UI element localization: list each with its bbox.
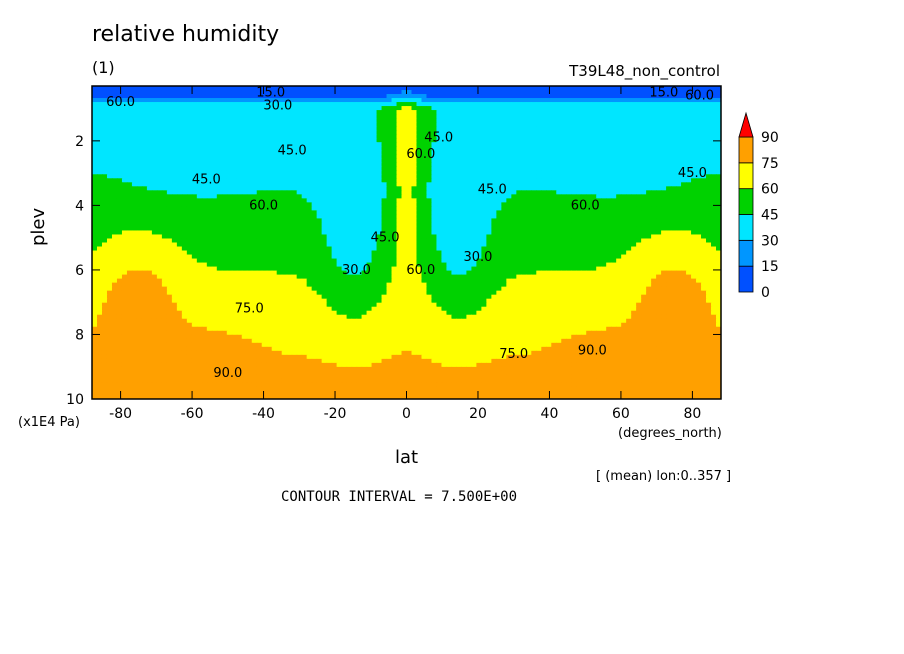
contour-label: 30.0 [263,98,292,113]
contour-label: 75.0 [235,302,264,317]
x-tick-label: 60 [612,406,630,422]
contour-label: 60.0 [406,147,435,162]
contour-label: 60.0 [685,89,714,104]
colorbar-label: 45 [761,208,779,224]
y-tick-label: 10 [66,392,84,408]
contour-label: 45.0 [278,144,307,159]
x-tick-label: 40 [541,406,559,422]
x-units: (degrees_north) [618,426,722,441]
colorbar-swatch [738,162,754,190]
contour-interval: CONTOUR INTERVAL = 7.500E+00 [281,489,518,505]
colorbar-swatch [738,239,754,267]
figure-number: (1) [92,58,115,77]
y-tick-label: 2 [75,134,84,150]
contour-label: 45.0 [678,166,707,181]
x-tick-label: -20 [324,406,347,422]
x-tick-label: 80 [683,406,701,422]
colorbar-swatch [738,265,754,293]
y-tick-label: 6 [75,263,84,279]
contour-label: 90.0 [578,344,607,359]
y-tick-label: 4 [75,198,84,214]
contour-label: 15.0 [256,85,285,100]
colorbar-swatch [738,188,754,215]
colorbar-arrow [738,111,754,138]
contour-label: 30.0 [464,250,493,265]
x-tick-label: -40 [252,406,275,422]
contour-label: 45.0 [371,231,400,246]
contour-label: 60.0 [249,198,278,213]
y-axis-label: plev [28,207,49,246]
colorbar-label: 90 [761,130,779,146]
x-tick-label: -80 [109,406,132,422]
y-tick-label: 8 [75,327,84,343]
contour-label: 45.0 [478,182,507,197]
colorbar: 0 15 30 45 60 75 90 [738,111,779,301]
colorbar-label: 75 [761,156,779,172]
contour-label: 30.0 [342,263,371,278]
contour-label: 60.0 [406,263,435,278]
run-name: T39L48_non_control [569,62,720,80]
x-tick-label: -60 [181,406,204,422]
chart-title: relative humidity [92,22,280,47]
contour-label: 15.0 [649,85,678,100]
colorbar-label: 60 [761,182,779,198]
colorbar-swatch [738,136,754,164]
colorbar-label: 30 [761,233,779,249]
contour-labels: 15.030.060.045.045.060.075.090.030.045.0… [106,85,714,381]
colorbar-swatch [738,214,754,241]
contour-label: 60.0 [571,198,600,213]
contour-label: 45.0 [424,131,453,146]
x-axis-label: lat [395,447,419,468]
colorbar-label: 0 [761,285,770,301]
x-tick-label: 20 [469,406,487,422]
contour-label: 75.0 [499,347,528,362]
contour-fills [92,86,721,399]
contour-label: 45.0 [192,173,221,188]
contour-label: 60.0 [106,95,135,110]
contour-label: 90.0 [213,366,242,381]
axis-ticks: -80 -60 -40 -20 0 20 40 60 80 2 4 6 8 10 [66,86,721,422]
mean-note: [ (mean) lon:0..357 ] [596,469,732,484]
x-tick-label: 0 [402,406,411,422]
y-units: (x1E4 Pa) [18,415,80,430]
colorbar-label: 15 [761,259,779,275]
